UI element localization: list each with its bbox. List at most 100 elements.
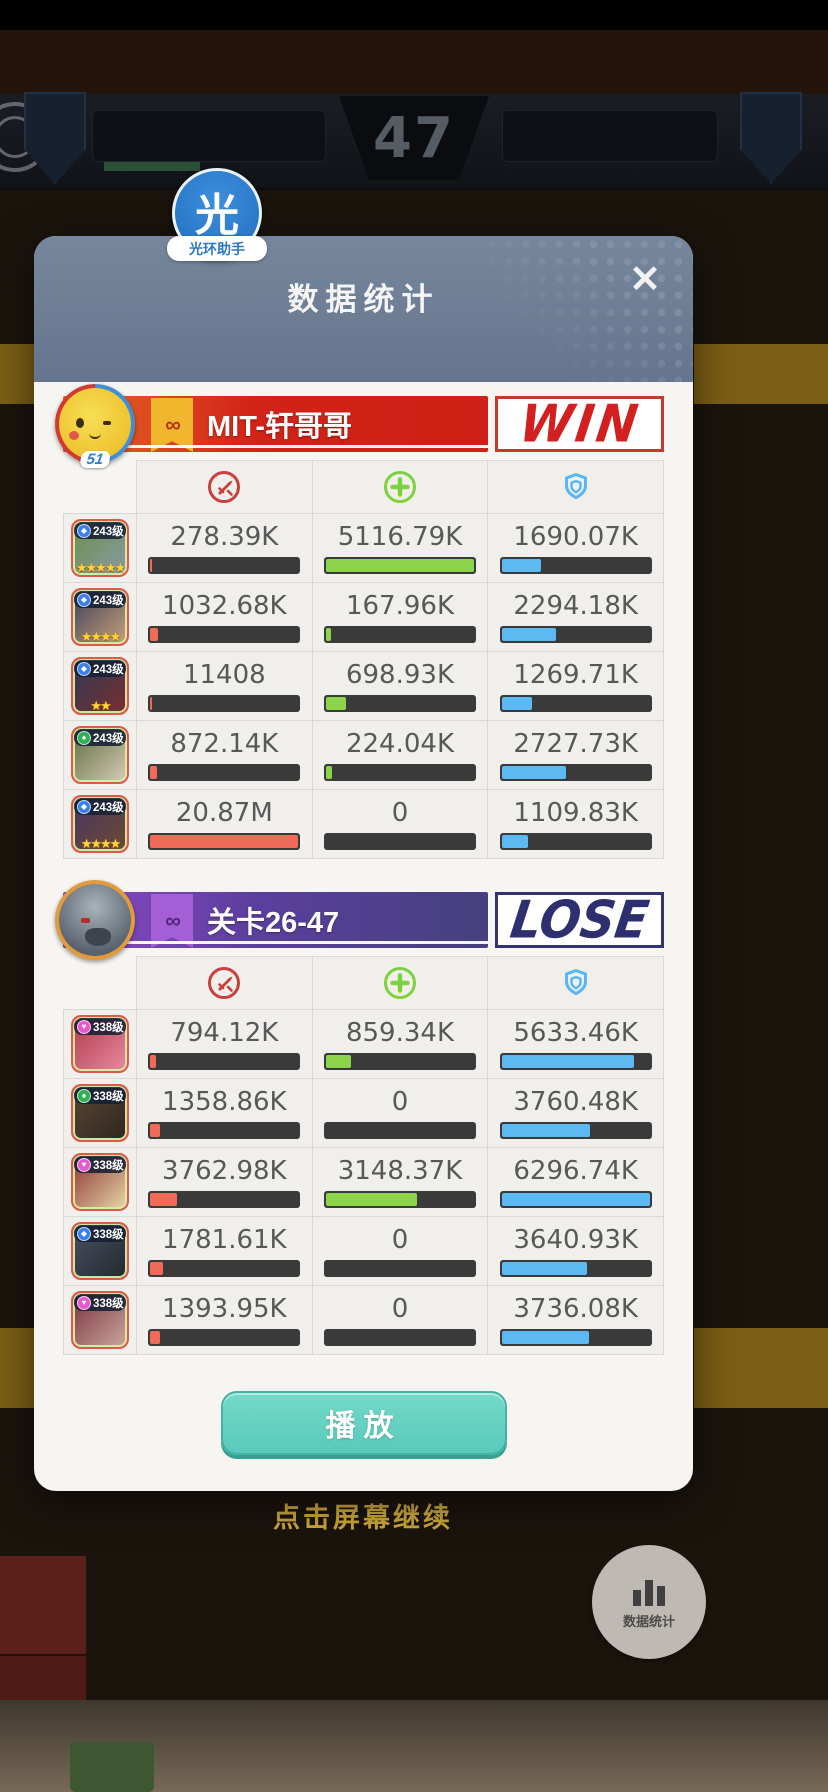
level-badge: ♠ 338级: [74, 1087, 126, 1104]
healing-value: 859.34K: [345, 1018, 454, 1048]
halftone-decoration: [483, 236, 693, 382]
damage-dealt-bar: [499, 557, 652, 574]
hero-avatar[interactable]: ◆ 338级: [71, 1222, 129, 1280]
healing-cell: 698.93K: [312, 652, 489, 721]
damage-taken-cell: 278.39K: [137, 514, 313, 583]
damage-dealt-bar: [499, 764, 652, 781]
level-text: 338级: [93, 1228, 124, 1241]
level-text: 243级: [93, 594, 124, 607]
damage-dealt-cell: 2294.18K: [488, 583, 664, 652]
damage-taken-cell: 3762.98K: [137, 1148, 313, 1217]
stats-dialog: 数据统计 ✕ 51 ∞: [34, 236, 693, 1491]
team-banner: 51 ∞ MIT-轩哥哥: [55, 384, 488, 468]
damage-dealt-value: 1269.71K: [513, 660, 638, 690]
progress-sliver: [104, 162, 200, 171]
level-badge: ◆ 243级: [74, 522, 126, 539]
damage-taken-cell: 1032.68K: [137, 583, 313, 652]
healing-cell: 0: [312, 790, 489, 859]
damage-taken-value: 1393.95K: [162, 1294, 287, 1324]
damage-taken-cell: 1358.86K: [137, 1079, 313, 1148]
right-guild-emblem: [740, 92, 802, 184]
damage-taken-cell: 11408: [137, 652, 313, 721]
damage-taken-value: 11408: [182, 660, 266, 690]
healing-value: 0: [391, 1225, 409, 1255]
damage-taken-value: 1032.68K: [162, 591, 287, 621]
healing-bar: [323, 764, 476, 781]
level-badge: ◆ 243级: [74, 591, 126, 608]
level-text: 243级: [93, 801, 124, 814]
hero-avatar-cell: ♥ 338级: [63, 1148, 137, 1217]
star-rating: ★★★★★: [75, 560, 126, 575]
play-button[interactable]: 播放: [220, 1391, 507, 1455]
hero-avatar-cell: ◆ 243级 ★★★★★: [63, 514, 137, 583]
healing-value: 0: [391, 798, 409, 828]
team-leader-avatar[interactable]: 51: [55, 384, 135, 468]
hero-avatar-cell: ♠ 243级: [63, 721, 137, 790]
healing-column-header: [312, 460, 489, 514]
avatar-ring: [55, 880, 135, 960]
tap-to-continue-hint[interactable]: 点击屏幕继续: [273, 1503, 453, 1533]
healing-bar: [323, 1329, 476, 1346]
healing-value: 3148.37K: [337, 1156, 463, 1186]
background-panel-edge: [0, 1328, 34, 1408]
right-name-plate: [502, 110, 718, 162]
hero-avatar-cell: ◆ 243级 ★★★★: [63, 583, 137, 652]
level-text: 243级: [93, 525, 124, 538]
damage-dealt-bar: [499, 1053, 652, 1070]
team-banner-row: 51 ∞ MIT-轩哥哥 WIN: [55, 384, 664, 468]
damage-taken-bar: [148, 1191, 301, 1208]
damage-taken-bar: [148, 695, 301, 712]
background-panel-edge: [0, 344, 34, 404]
hero-avatar[interactable]: ♠ 243级: [71, 726, 129, 784]
damage-dealt-cell: 6296.74K: [488, 1148, 664, 1217]
damage-dealt-value: 1690.07K: [513, 522, 638, 552]
hero-avatar[interactable]: ◆ 243级 ★★★★★: [71, 519, 129, 577]
hero-avatar[interactable]: ♠ 338级: [71, 1084, 129, 1142]
hero-avatar[interactable]: ◆ 243级 ★★★★: [71, 588, 129, 646]
element-icon: ♠: [77, 730, 91, 745]
stats-fab-button[interactable]: 数据统计: [592, 1545, 706, 1659]
healing-bar: [323, 1191, 476, 1208]
damage-dealt-bar: [499, 695, 652, 712]
hero-avatar[interactable]: ◆ 243级 ★★: [71, 657, 129, 715]
stats-fab-label: 数据统计: [622, 1614, 675, 1629]
element-icon: ♥: [77, 1019, 91, 1034]
healing-cell: 0: [312, 1217, 489, 1286]
healing-bar: [323, 1122, 476, 1139]
dialog-title: 数据统计: [287, 282, 440, 317]
close-icon[interactable]: ✕: [619, 254, 671, 306]
hero-avatar[interactable]: ◆ 243级 ★★★★: [71, 795, 129, 853]
assistant-fab-button[interactable]: 光 光环助手: [167, 168, 267, 261]
star-rating: ★★: [90, 698, 111, 713]
background-top: [0, 30, 828, 94]
damage-taken-cell: 872.14K: [137, 721, 313, 790]
level-badge: ♥ 338级: [74, 1156, 126, 1173]
dialog-body: 51 ∞ MIT-轩哥哥 WIN: [34, 382, 693, 1455]
damage-taken-bar: [148, 1260, 301, 1277]
damage-taken-bar: [148, 1329, 301, 1346]
hero-avatar[interactable]: ♥ 338级: [71, 1153, 129, 1211]
level-badge: ◆ 338级: [74, 1225, 126, 1242]
hero-avatar-cell: ♥ 338级: [63, 1010, 137, 1079]
damage-taken-value: 278.39K: [170, 522, 279, 552]
hero-avatar[interactable]: ♥ 338级: [71, 1015, 129, 1073]
damage-dealt-cell: 1109.83K: [488, 790, 664, 859]
healing-bar: [323, 1260, 476, 1277]
healing-cell: 859.34K: [312, 1010, 489, 1079]
team-section-lose: ∞ 关卡26-47 LOSE: [55, 880, 664, 1355]
healing-cell: 3148.37K: [312, 1148, 489, 1217]
damage-dealt-cell: 3760.48K: [488, 1079, 664, 1148]
hero-avatar[interactable]: ♥ 338级: [71, 1291, 129, 1349]
damage-dealt-value: 5633.46K: [513, 1018, 638, 1048]
assistant-label: 光环助手: [167, 236, 267, 261]
level-text: 338级: [93, 1021, 124, 1034]
damage-taken-cell: 794.12K: [137, 1010, 313, 1079]
flag-icon: ∞: [151, 398, 193, 452]
element-icon: ◆: [77, 523, 91, 538]
result-badge-lose: LOSE: [495, 892, 664, 948]
table-corner: [63, 460, 137, 514]
level-text: 338级: [93, 1159, 124, 1172]
left-guild-emblem: [24, 92, 86, 184]
level-badge: ◆ 243级: [74, 798, 126, 815]
team-leader-avatar[interactable]: [55, 880, 135, 960]
